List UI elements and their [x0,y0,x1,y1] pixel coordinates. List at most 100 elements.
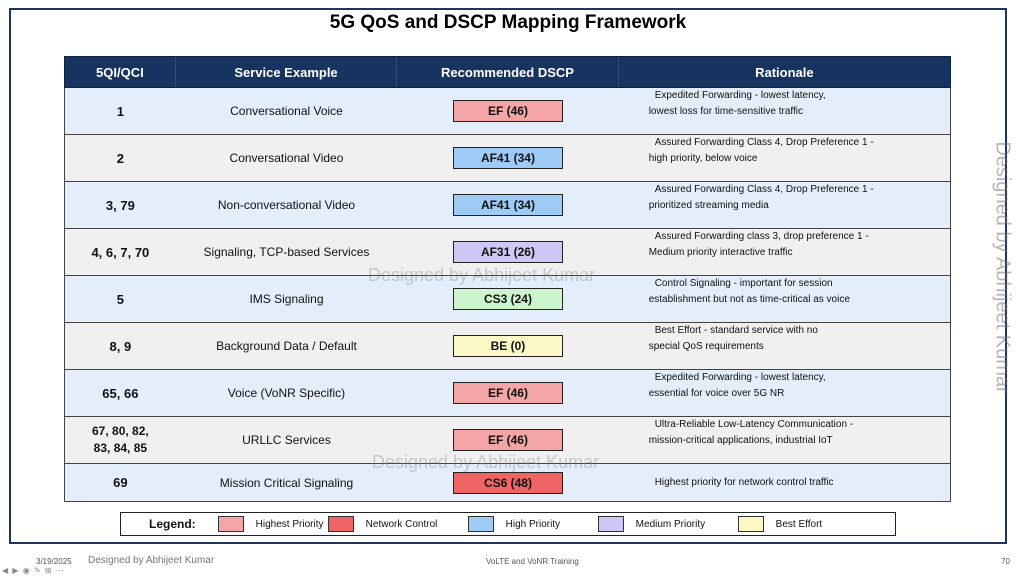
dscp-badge: AF31 (26) [452,241,563,263]
legend-item: Medium Priority [597,516,738,532]
legend-swatch [327,516,354,532]
rationale-line-1: Expedited Forwarding - lowest latency, [654,90,826,101]
watermark-lower: Designed by Abhijeet Kumar [372,452,600,472]
qci-cell: 67, 80, 82, 83, 84, 85 [65,417,176,463]
table-row: 8, 9 Background Data / Default BE (0) Best … [64,323,951,370]
service-example-cell: Voice (VoNR Specific) [227,386,346,400]
slideshow-controls-icon[interactable]: ◀ ▶ ◉ ✎ ⊞ ⋯ [2,566,65,575]
service-example-cell: URLLC Services [242,433,331,447]
service-example-cell: IMS Signaling [249,292,324,306]
rationale-cell: Ultra-Reliable Low-Latency Communication… [619,417,950,463]
footer-author: Designed by Abhijeet Kumar [88,555,215,566]
service-example-cell: Mission Critical Signaling [219,475,354,490]
table-row: 5 IMS Signaling CS3 (24) Control Signaling … [64,276,951,323]
legend-label: Highest Priority [255,518,324,530]
qci-cell: 3, 79 [105,197,135,213]
rationale-line-2: establishment but not as time-critical a… [648,294,850,305]
legend-item: Highest Priority [217,516,328,532]
legend-item: High Priority [467,516,598,532]
qci-cell: 5 [116,291,124,307]
service-example-cell: Conversational Voice [230,104,343,118]
rationale-line-1: Assured Forwarding Class 4, Drop Prefere… [654,184,874,195]
dscp-badge: EF (46) [452,100,563,122]
rationale-cell: Expedited Forwarding - lowest latency, es… [619,370,950,416]
legend-swatch [737,516,764,532]
rationale-cell: Expedited Forwarding - lowest latency, lo… [619,88,950,134]
table-row: 4, 6, 7, 70 Signaling, TCP-based Services… [64,229,951,276]
dscp-cell: BE (0) [397,323,618,369]
rationale-line-2: special QoS requirements [648,341,764,352]
header-service: Service Example [176,57,398,87]
dscp-cell: CS6 (48) [397,464,618,501]
legend-label: Network Control [365,518,438,530]
header-rationale: Rationale [755,64,814,80]
footer-page-number: 70 [1001,557,1010,566]
rationale-line-2: essential for voice over 5G NR [648,388,785,399]
rationale-line-2: prioritized streaming media [648,200,769,211]
rationale-line-2: lowest loss for time-sensitive traffic [648,106,804,117]
rationale-cell: Highest priority for network control tra… [619,464,950,501]
rationale-line-2: high priority, below voice [648,153,758,164]
dscp-cell: EF (46) [397,417,618,463]
service-example-cell: Non-conversational Video [217,198,356,212]
table-header: 5QI/QCI Service Example Recommended DSCP… [64,56,951,88]
service-example-cell: Background Data / Default [216,339,357,353]
rationale-line-2: Medium priority interactive traffic [648,247,793,258]
watermark-vertical: Designed by Abhijeet Kumar [991,141,1014,394]
rationale-cell: Assured Forwarding Class 4, Drop Prefere… [619,182,950,228]
dscp-badge: AF41 (34) [452,194,563,216]
rationale-line-1: Control Signaling - important for sessio… [654,278,833,289]
rationale-cell: Assured Forwarding class 3, drop prefere… [619,229,950,275]
legend-swatch [217,516,244,532]
dscp-badge: BE (0) [452,335,563,357]
dscp-cell: CS3 (24) [397,276,618,322]
rationale-cell: Control Signaling - important for sessio… [619,276,950,322]
table-row: 69 Mission Critical Signaling CS6 (48) High… [64,464,951,502]
table-row: 67, 80, 82, 83, 84, 85 URLLC Services EF (4… [64,417,951,464]
footer-date: 3/19/2025 [36,557,72,566]
rationale-line-1: Best Effort - standard service with no [654,325,818,336]
legend: Legend: Highest Priority Network Control H… [120,512,896,536]
dscp-badge: CS3 (24) [452,288,563,310]
watermark-center: Designed by Abhijeet Kumar [368,265,596,285]
legend-label: Medium Priority [635,518,706,530]
dscp-cell: EF (46) [397,88,618,134]
rationale-cell: Assured Forwarding Class 4, Drop Prefere… [619,135,950,181]
legend-item: Best Effort [737,516,838,532]
header-qci: 5QI/QCI [65,57,176,87]
rationale-cell: Best Effort - standard service with no sp… [619,323,950,369]
rationale-line-1: Highest priority for network control tra… [654,476,834,488]
qci-value-continued: 83, 84, 85 [93,441,148,455]
qci-value: 67, 80, 82, [92,424,149,438]
qci-cell: 65, 66 [102,385,139,401]
dscp-cell: AF31 (26) [397,229,618,275]
qci-cell: 1 [116,103,124,119]
qci-cell: 4, 6, 7, 70 [91,244,150,260]
dscp-cell: AF41 (34) [397,135,618,181]
qci-cell: 2 [116,150,124,166]
rationale-line-1: Assured Forwarding Class 4, Drop Prefere… [654,137,874,148]
table-row: 1 Conversational Voice EF (46) Expedited Fo… [64,88,951,135]
table-body: 1 Conversational Voice EF (46) Expedited Fo… [64,88,951,502]
legend-label: Best Effort [775,518,823,530]
rationale-line-2: mission-critical applications, industria… [648,435,833,446]
dscp-badge: AF41 (34) [452,147,563,169]
service-example-cell: Signaling, TCP-based Services [203,245,370,259]
dscp-badge: EF (46) [452,382,563,404]
legend-swatch [467,516,494,532]
legend-title: Legend: [149,517,196,531]
rationale-line-1: Assured Forwarding class 3, drop prefere… [654,231,869,242]
legend-swatch [597,516,624,532]
dscp-badge: CS6 (48) [452,471,563,494]
header-dscp: Recommended DSCP [397,57,619,87]
qci-cell: 69 [113,475,128,490]
slide-title: 5G QoS and DSCP Mapping Framework [329,12,687,33]
rationale-line-1: Ultra-Reliable Low-Latency Communication… [654,419,854,430]
dscp-cell: AF41 (34) [397,182,618,228]
legend-label: High Priority [505,518,561,530]
footer-title: VoLTE and VoNR Training [486,557,579,566]
service-example-cell: Conversational Video [229,151,344,165]
rationale-line-1: Expedited Forwarding - lowest latency, [654,372,826,383]
dscp-badge: EF (46) [452,429,563,451]
legend-item: Network Control [327,516,468,532]
